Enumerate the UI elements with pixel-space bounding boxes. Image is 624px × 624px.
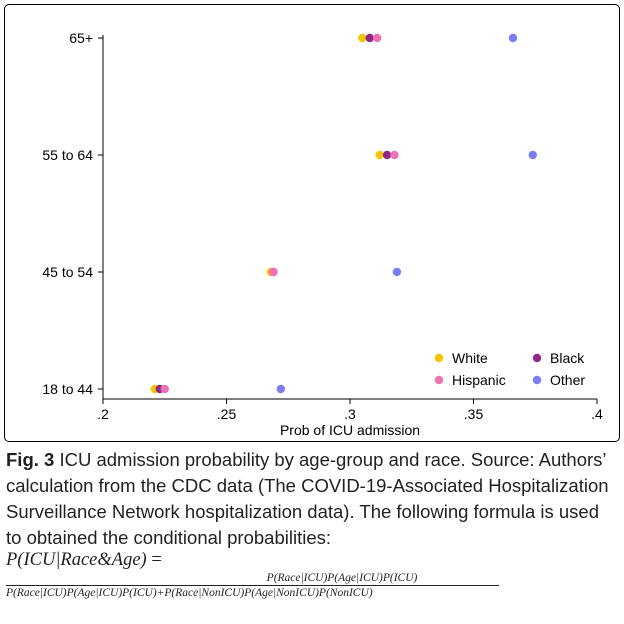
data-point xyxy=(276,384,286,394)
scatter-chart: .2 .25 .3 .35 .4 Prob of ICU admission 18 to 4… xyxy=(42,30,603,438)
data-point xyxy=(269,267,278,277)
legend: White Black Hispanic Other xyxy=(434,350,585,388)
data-point xyxy=(508,33,518,43)
data-point xyxy=(528,150,537,160)
data-point xyxy=(392,267,402,277)
data-point xyxy=(372,33,382,43)
data-point xyxy=(375,150,384,160)
x-tick-label: .4 xyxy=(591,406,603,422)
y-tick-label: 18 to 44 xyxy=(42,381,93,397)
data-points xyxy=(150,33,537,394)
figure-number: Fig. 3 xyxy=(6,449,55,470)
x-tick-label: .2 xyxy=(97,406,109,422)
y-tick-label: 55 to 64 xyxy=(42,147,93,163)
data-point xyxy=(382,150,392,160)
x-tick-label: .3 xyxy=(344,406,356,422)
legend-label: White xyxy=(452,350,488,366)
caption-text: ICU admission probability by age-group a… xyxy=(6,449,609,548)
x-axis-label: Prob of ICU admission xyxy=(280,422,420,438)
formula-numerator: P(Race|ICU)P(Age|ICU)P(ICU) xyxy=(266,572,418,584)
legend-label: Other xyxy=(550,372,585,388)
legend-marker xyxy=(532,375,542,385)
formula-fraction: P(Race|ICU)P(Age|ICU)P(ICU) P(Race|ICU)P… xyxy=(6,572,618,599)
legend-label: Hispanic xyxy=(452,372,506,388)
data-point xyxy=(390,150,399,160)
x-tick-label: .25 xyxy=(217,406,237,422)
formula-lhs-expression: P(ICU|Race&Age) xyxy=(6,550,147,570)
data-point xyxy=(160,384,169,394)
formula-denominator: P(Race|ICU)P(Age|ICU)P(ICU)+P(Race|NonIC… xyxy=(6,587,373,599)
legend-marker xyxy=(434,353,444,363)
fraction-bar xyxy=(6,585,499,586)
legend-label: Black xyxy=(550,350,585,366)
chart-panel: .2 .25 .3 .35 .4 Prob of ICU admission 18 to 4… xyxy=(4,4,620,442)
figure-caption: Fig. 3 ICU admission probability by age-… xyxy=(6,447,618,551)
formula-equals: = xyxy=(146,550,162,570)
data-point xyxy=(358,33,367,43)
y-tick-label: 45 to 54 xyxy=(42,264,93,280)
y-tick-label: 65+ xyxy=(69,30,93,46)
legend-marker xyxy=(434,375,444,385)
x-tick-label: .35 xyxy=(464,406,484,422)
formula-lhs: P(ICU|Race&Age) = xyxy=(6,550,162,571)
data-point xyxy=(365,33,374,43)
axes: .2 .25 .3 .35 .4 Prob of ICU admission 18 to 4… xyxy=(42,30,603,438)
legend-marker xyxy=(532,353,542,363)
